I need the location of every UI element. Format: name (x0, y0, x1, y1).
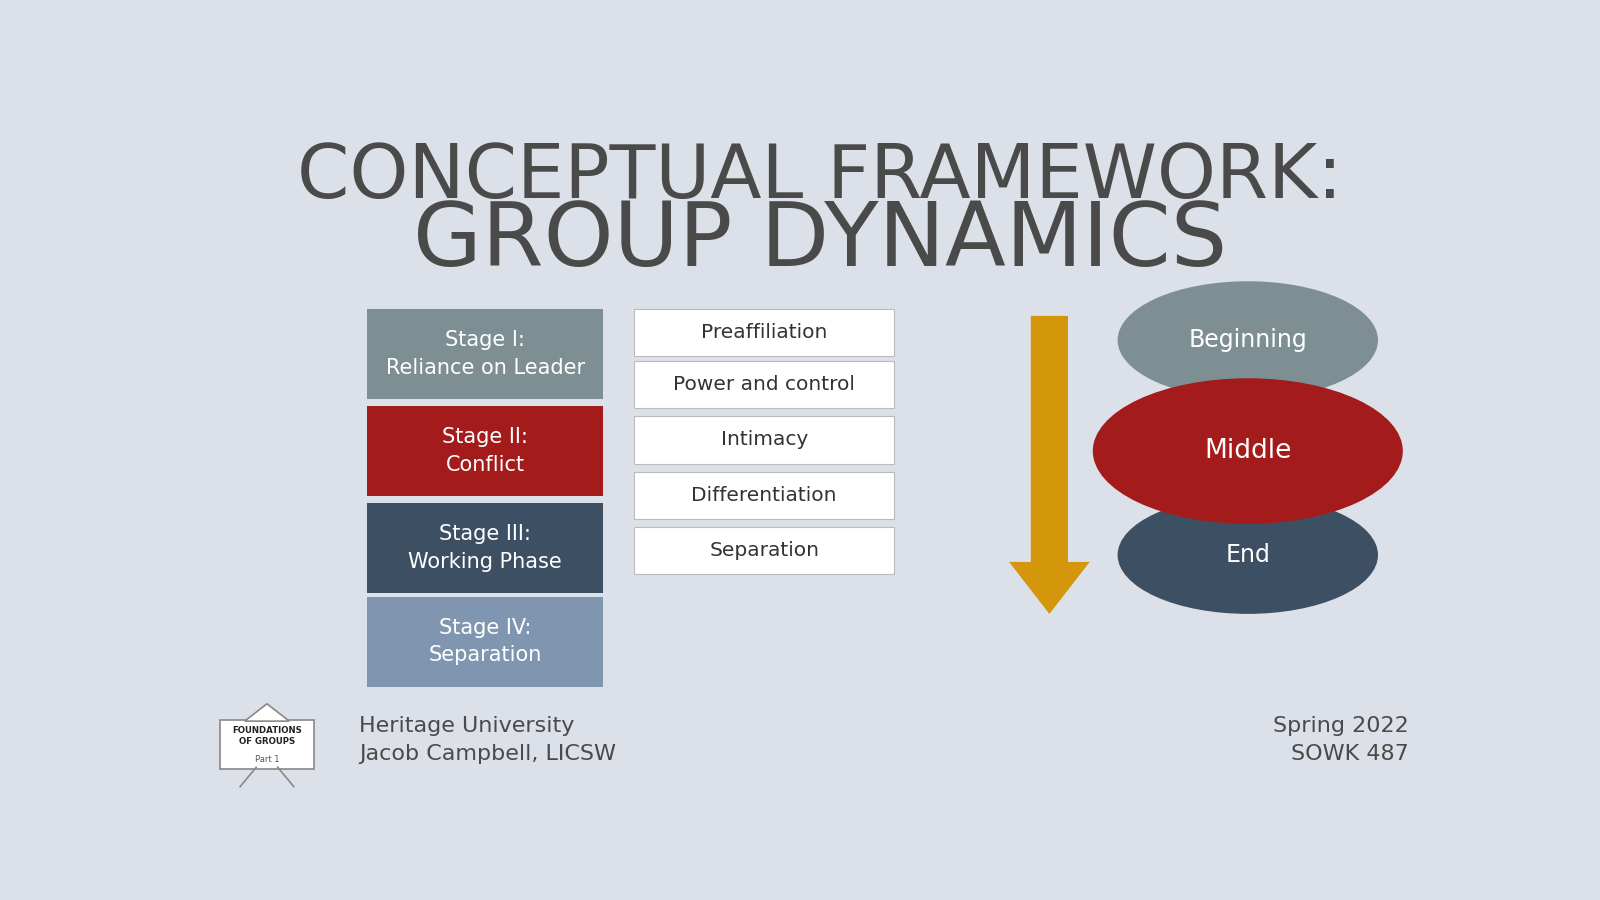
FancyBboxPatch shape (368, 503, 603, 593)
FancyBboxPatch shape (634, 309, 894, 356)
Polygon shape (1010, 316, 1090, 614)
Text: Spring 2022: Spring 2022 (1274, 716, 1410, 736)
Text: Jacob Campbell, LICSW: Jacob Campbell, LICSW (358, 744, 616, 764)
Text: GROUP DYNAMICS: GROUP DYNAMICS (413, 198, 1227, 284)
Text: Stage I:
Reliance on Leader: Stage I: Reliance on Leader (386, 330, 584, 378)
FancyBboxPatch shape (368, 406, 603, 496)
Text: Stage II:
Conflict: Stage II: Conflict (442, 428, 528, 474)
Text: SOWK 487: SOWK 487 (1291, 744, 1410, 764)
FancyBboxPatch shape (634, 527, 894, 574)
Ellipse shape (1117, 281, 1378, 399)
FancyBboxPatch shape (368, 309, 603, 399)
Ellipse shape (1093, 378, 1403, 524)
Polygon shape (245, 704, 290, 721)
FancyBboxPatch shape (634, 417, 894, 464)
Text: Separation: Separation (709, 541, 819, 561)
Text: CONCEPTUAL FRAMEWORK:: CONCEPTUAL FRAMEWORK: (298, 140, 1342, 214)
Text: Part 1: Part 1 (254, 755, 280, 764)
Text: Heritage University: Heritage University (358, 716, 574, 736)
Text: End: End (1226, 543, 1270, 567)
Text: Stage IV:
Separation: Stage IV: Separation (429, 618, 542, 665)
Text: Beginning: Beginning (1189, 328, 1307, 352)
FancyBboxPatch shape (634, 472, 894, 519)
FancyBboxPatch shape (368, 597, 603, 687)
FancyBboxPatch shape (219, 720, 314, 769)
Text: Preaffiliation: Preaffiliation (701, 323, 827, 342)
Text: Stage III:
Working Phase: Stage III: Working Phase (408, 525, 562, 572)
Ellipse shape (1117, 496, 1378, 614)
Text: Intimacy: Intimacy (720, 430, 808, 449)
Text: Middle: Middle (1205, 438, 1291, 464)
Text: Power and control: Power and control (674, 375, 854, 394)
FancyBboxPatch shape (200, 108, 1440, 801)
FancyBboxPatch shape (634, 361, 894, 408)
Text: Differentiation: Differentiation (691, 486, 837, 505)
Text: FOUNDATIONS
OF GROUPS: FOUNDATIONS OF GROUPS (232, 725, 302, 746)
